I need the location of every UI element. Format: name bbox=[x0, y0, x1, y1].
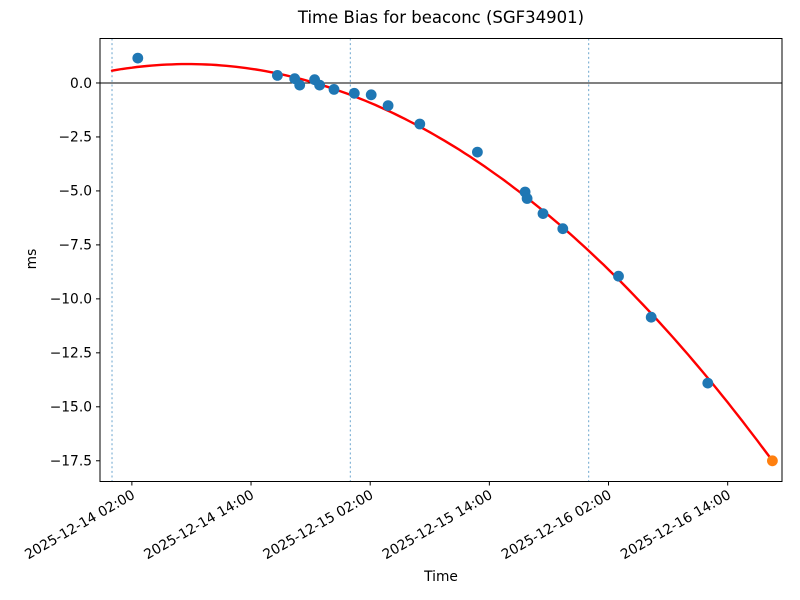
scatter-point bbox=[414, 118, 426, 130]
axis-ticks-layer: 2025-12-14 02:00 2025-12-14 14:00 2025-12-… bbox=[22, 76, 733, 563]
chart-title: Time Bias for beaconc (SGF34901) bbox=[297, 8, 584, 27]
scatter-point bbox=[537, 208, 549, 220]
scatter-point bbox=[645, 311, 657, 323]
plot-border bbox=[99, 38, 783, 482]
scatter-point bbox=[348, 87, 360, 99]
scatter-point bbox=[472, 146, 483, 158]
x-axis-label: Time bbox=[423, 569, 458, 585]
scatter-point bbox=[382, 100, 394, 111]
y-tick-label: −17.5 bbox=[50, 454, 92, 470]
fit-curve bbox=[110, 62, 774, 462]
y-tick-label: −15.0 bbox=[50, 400, 92, 416]
y-tick-label: −2.5 bbox=[58, 130, 92, 146]
scatter-point bbox=[365, 89, 377, 101]
x-tick-label: 2025-12-14 02:00 bbox=[22, 487, 138, 563]
scatter-point bbox=[314, 79, 325, 91]
scatter-point bbox=[328, 84, 340, 95]
x-tick-label: 2025-12-14 14:00 bbox=[141, 487, 257, 563]
plot-generated-layer bbox=[100, 38, 782, 482]
y-tick-label: 0.0 bbox=[70, 76, 92, 92]
scatter-point bbox=[272, 70, 283, 81]
scatter-point bbox=[557, 223, 569, 235]
scatter-point bbox=[294, 79, 306, 91]
x-tick-label: 2025-12-15 02:00 bbox=[261, 487, 377, 563]
scatter-point bbox=[702, 377, 714, 389]
y-axis-label: ms bbox=[24, 249, 40, 270]
y-tick-label: −5.0 bbox=[58, 184, 92, 200]
y-tick-label: −12.5 bbox=[50, 346, 92, 362]
x-tick-label: 2025-12-15 14:00 bbox=[380, 487, 496, 563]
y-tick-label: −10.0 bbox=[50, 292, 92, 308]
x-tick-label: 2025-12-16 02:00 bbox=[499, 487, 615, 563]
scatter-point bbox=[521, 193, 533, 204]
x-tick-label: 2025-12-16 14:00 bbox=[618, 487, 734, 563]
y-tick-label: −7.5 bbox=[58, 238, 92, 254]
scatter-point bbox=[613, 270, 624, 282]
latest-point bbox=[767, 455, 778, 467]
scatter-point bbox=[132, 52, 144, 64]
